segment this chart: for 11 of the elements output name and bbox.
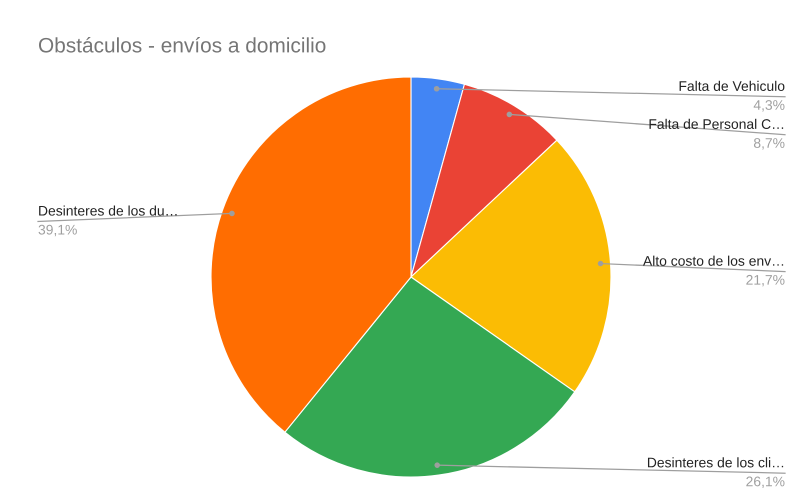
data-label: 39,1% <box>38 224 77 236</box>
slice-label: Desinteres de los cli… <box>648 457 784 468</box>
data-label: 26,1% <box>746 476 785 488</box>
slice-label: Falta de Vehiculo <box>680 80 784 91</box>
chart-title: Obstáculos - envíos a domicilio <box>38 37 326 53</box>
slice-label: Desinteres de los du… <box>39 205 177 216</box>
data-label: 8,7% <box>754 138 785 150</box>
data-label: 21,7% <box>746 274 785 286</box>
slice-label: Alto costo de los env… <box>642 256 784 266</box>
slice-label: Falta de Personal C… <box>650 118 784 129</box>
data-label: 4,3% <box>754 100 785 112</box>
